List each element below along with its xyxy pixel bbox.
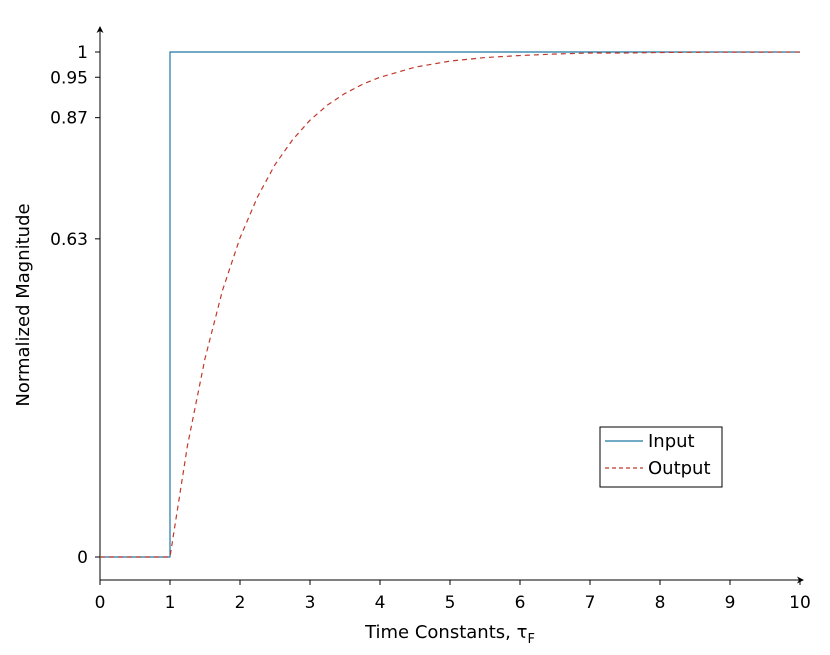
series-line-input — [100, 51, 800, 558]
x-tick-label: 6 — [515, 593, 526, 613]
x-tick-label: 9 — [725, 593, 736, 613]
legend-box — [599, 426, 723, 488]
y-tick-label: 0.63 — [50, 230, 88, 250]
x-tick-label: 8 — [655, 593, 666, 613]
x-tick-label: 2 — [235, 593, 246, 613]
y-tick-label: 1 — [77, 43, 88, 63]
legend-label-output: Output — [648, 458, 711, 479]
axes — [96, 26, 804, 584]
x-tick-label: 4 — [375, 593, 386, 613]
tick-layer: 0 1 2 3 4 5 6 7 8 9 10 0 0.63 0.87 0.95 1 — [50, 43, 811, 613]
legend: Input Output — [599, 426, 723, 488]
x-tick-label: 1 — [165, 593, 176, 613]
y-axis-label: Normalized Magnitude — [13, 203, 34, 406]
y-tick-label: 0 — [77, 548, 88, 568]
x-axis-label: Time Constants, τF — [364, 622, 535, 647]
legend-label-input: Input — [648, 431, 695, 452]
y-axis-arrow — [96, 26, 104, 33]
x-tick-label: 5 — [445, 593, 456, 613]
x-tick-label: 3 — [305, 593, 316, 613]
series-line-output — [100, 51, 801, 558]
x-tick-label: 7 — [585, 593, 596, 613]
x-tick-label: 0 — [95, 593, 106, 613]
y-tick-label: 0.87 — [50, 109, 88, 129]
x-tick-label: 10 — [789, 593, 811, 613]
y-tick-label: 0.95 — [50, 68, 88, 88]
series-layer — [100, 51, 801, 558]
